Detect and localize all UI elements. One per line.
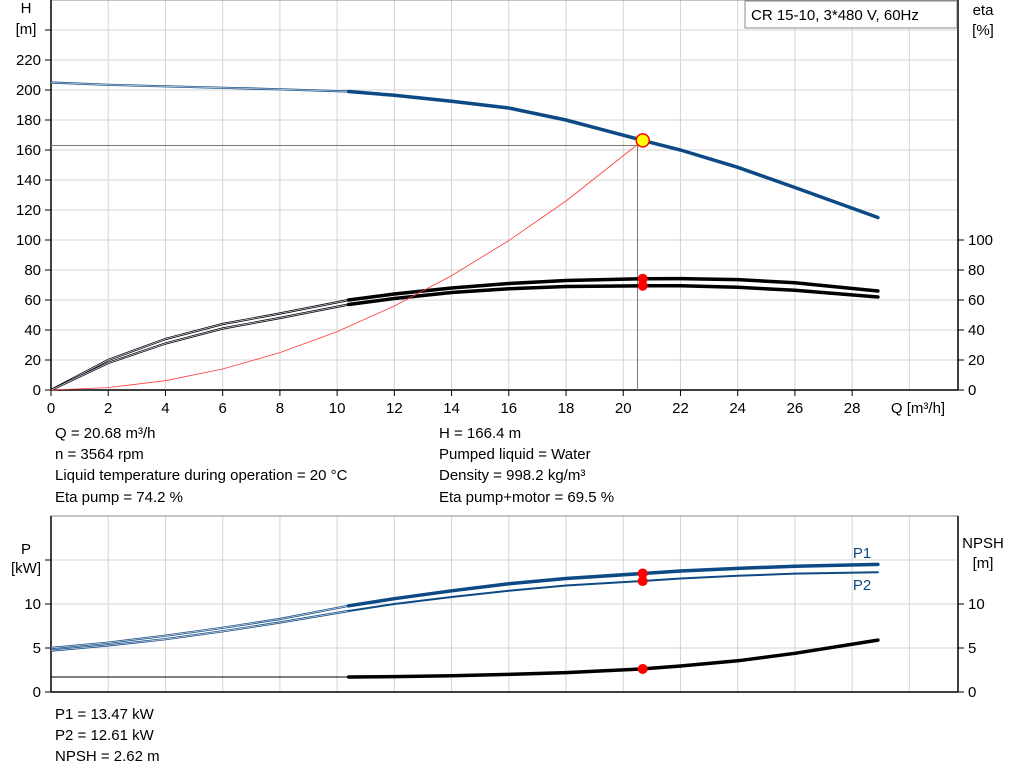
- x-tick-label: 14: [443, 400, 460, 417]
- curve-eta-pump-thin-inner: [50, 299, 349, 391]
- curve-eta-pump-motor-thin: [50, 303, 349, 391]
- x-tick-label: 26: [787, 400, 804, 417]
- x-tick-label: 16: [500, 400, 517, 417]
- curve-p2-thin-inner: [50, 610, 349, 651]
- x-tick-label: 22: [672, 400, 689, 417]
- y-axis-unit: [m]: [16, 21, 37, 38]
- y-tick-label: 80: [24, 262, 41, 279]
- npsh-marker: [637, 663, 648, 674]
- y-tick-label: 180: [16, 112, 41, 129]
- p1-label: P1: [853, 545, 871, 562]
- curve-npsh: [346, 638, 880, 679]
- curve-p1-thin: [50, 604, 349, 650]
- y-tick-label: 200: [16, 82, 41, 99]
- x-axis-label: Q [m³/h]: [891, 400, 945, 417]
- x-tick-label: 28: [844, 400, 861, 417]
- title-box: [744, 0, 958, 29]
- info-temperature: Liquid temperature during operation = 20…: [55, 467, 348, 484]
- y2-axis-unit: [%]: [972, 22, 994, 39]
- y-tick-label: 0: [33, 684, 41, 701]
- p1-marker: [637, 568, 648, 579]
- curve-p1-thin-inner: [50, 605, 349, 649]
- y2-tick-label: 80: [968, 262, 985, 279]
- info-head: H = 166.4 m: [439, 425, 522, 442]
- y2-tick-label: 0: [968, 382, 976, 399]
- y2-tick-label: 0: [968, 684, 976, 701]
- y2-tick-label: 5: [968, 640, 976, 657]
- y-axis-unit: [kW]: [11, 560, 41, 577]
- y-tick-label: 20: [24, 352, 41, 369]
- duty-point: [635, 133, 650, 148]
- y-tick-label: 0: [33, 382, 41, 399]
- curve-p2: [347, 571, 879, 612]
- y-tick-label: 140: [16, 172, 41, 189]
- curve-H-thin-inner: [50, 82, 349, 92]
- x-tick-label: 2: [104, 400, 112, 417]
- x-tick-label: 24: [729, 400, 746, 417]
- info-liquid: Pumped liquid = Water: [439, 446, 591, 463]
- y2-tick-label: 60: [968, 292, 985, 309]
- y-tick-label: 60: [24, 292, 41, 309]
- info-speed: n = 3564 rpm: [55, 446, 144, 463]
- plot-frame: [50, 0, 959, 391]
- eta-marker: [637, 273, 648, 284]
- y-tick-label: 40: [24, 322, 41, 339]
- y2-tick-label: 40: [968, 322, 985, 339]
- x-tick-label: 6: [219, 400, 227, 417]
- y2-axis-label: eta: [973, 2, 995, 19]
- y2-tick-label: 10: [968, 596, 985, 613]
- curve-H: [346, 89, 880, 220]
- y2-tick-label: 100: [968, 232, 993, 249]
- info-eta-pump: Eta pump = 74.2 %: [55, 489, 183, 506]
- info-q: Q = 20.68 m³/h: [55, 425, 156, 442]
- info-p2: P2 = 12.61 kW: [55, 727, 154, 744]
- y2-tick-label: 20: [968, 352, 985, 369]
- y-tick-label: 100: [16, 232, 41, 249]
- info-p1: P1 = 13.47 kW: [55, 706, 154, 723]
- p2-marker: [637, 576, 648, 587]
- chart-title: CR 15-10, 3*480 V, 60Hz: [751, 7, 919, 24]
- y-tick-label: 220: [16, 52, 41, 69]
- x-tick-label: 0: [47, 400, 55, 417]
- x-tick-label: 8: [276, 400, 284, 417]
- p2-label: P2: [853, 577, 871, 594]
- curve-p1: [346, 562, 880, 608]
- x-tick-label: 12: [386, 400, 403, 417]
- x-tick-label: 10: [329, 400, 346, 417]
- x-tick-label: 20: [615, 400, 632, 417]
- x-tick-label: 4: [161, 400, 169, 417]
- info-density: Density = 998.2 kg/m³: [439, 467, 586, 484]
- y-tick-label: 10: [24, 596, 41, 613]
- y-axis-label: P: [21, 541, 31, 558]
- x-tick-label: 18: [558, 400, 575, 417]
- y2-axis-unit: [m]: [973, 555, 994, 572]
- y2-axis-label: NPSH: [962, 535, 1004, 552]
- curve-eta-pump-motor: [346, 284, 880, 307]
- eta-marker: [637, 280, 648, 291]
- y-axis-label: H: [21, 0, 32, 17]
- y-tick-label: 120: [16, 202, 41, 219]
- curve-eta-pump-motor-thin-inner: [50, 304, 349, 391]
- y-tick-label: 5: [33, 640, 41, 657]
- info-npsh: NPSH = 2.62 m: [55, 748, 160, 765]
- info-eta-pump-motor: Eta pump+motor = 69.5 %: [439, 489, 615, 506]
- curve-system: [50, 140, 643, 391]
- y-tick-label: 160: [16, 142, 41, 159]
